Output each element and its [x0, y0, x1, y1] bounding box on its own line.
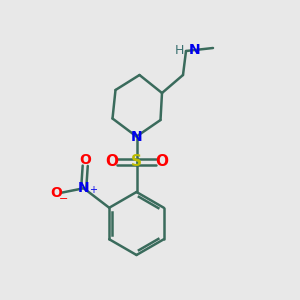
Text: O: O	[155, 154, 168, 169]
Text: O: O	[50, 186, 62, 200]
Text: N: N	[78, 181, 89, 195]
Text: N: N	[189, 44, 201, 57]
Text: H: H	[175, 44, 184, 57]
Text: O: O	[105, 154, 118, 169]
Text: O: O	[79, 153, 91, 167]
Text: −: −	[58, 194, 68, 204]
Text: S: S	[131, 154, 142, 169]
Text: +: +	[89, 185, 97, 195]
Text: N: N	[131, 130, 142, 143]
